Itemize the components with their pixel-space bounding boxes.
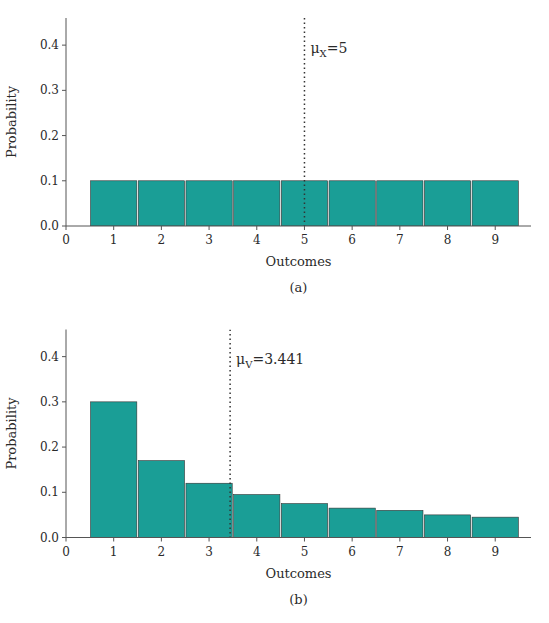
y-tick-label: 0.4 [40, 350, 59, 364]
x-tick-label: 1 [110, 233, 118, 247]
y-axis-label: Probability [4, 397, 19, 470]
x-tick-label: 2 [158, 233, 166, 247]
y-tick-label: 0.3 [40, 83, 59, 97]
y-axis-label: Probability [4, 85, 19, 158]
x-tick-label: 8 [444, 233, 452, 247]
figure: μX=5 0 1 2 3 4 5 6 7 8 9 0.0 0.1 0.2 0.3 0.4 Outcomes Pro… [0, 0, 549, 623]
y-tick-label: 0.0 [40, 531, 59, 545]
y-tick-label: 0.0 [40, 219, 59, 233]
y-tick [62, 356, 66, 357]
bar [186, 181, 232, 226]
chart-panel: μX=5 0 1 2 3 4 5 6 7 8 9 0.0 0.1 0.2 0.3 0.4 Outcomes Pro… [4, 18, 531, 295]
x-axis-label: Outcomes [265, 254, 331, 269]
x-tick-label: 5 [301, 233, 309, 247]
x-tick-label: 3 [205, 233, 213, 247]
y-tick [62, 90, 66, 91]
bar [234, 181, 280, 226]
subtitle: (a) [290, 280, 308, 295]
y-tick [62, 180, 66, 181]
y-axis-line [66, 330, 67, 538]
y-tick [62, 492, 66, 493]
annotation: μX=5 [310, 40, 347, 59]
y-tick-label: 0.1 [40, 485, 59, 499]
x-tick-label: 0 [62, 545, 70, 559]
y-tick-label: 0.4 [40, 38, 59, 52]
x-tick-label: 1 [110, 545, 118, 559]
x-tick-label: 4 [253, 233, 261, 247]
x-tick-label: 9 [491, 545, 499, 559]
bar [329, 508, 375, 537]
x-tick-label: 0 [62, 233, 70, 247]
x-tick [113, 226, 114, 230]
x-tick [161, 538, 162, 542]
y-tick [62, 45, 66, 46]
x-tick [399, 226, 400, 230]
x-tick [495, 538, 496, 542]
x-tick [304, 226, 305, 230]
plot-area [91, 330, 519, 538]
x-tick [209, 226, 210, 230]
x-tick [447, 226, 448, 230]
y-tick [62, 537, 66, 538]
x-tick [161, 226, 162, 230]
bar [377, 181, 423, 226]
bar [91, 181, 137, 226]
y-axis-line [66, 18, 67, 226]
x-tick-label: 8 [444, 545, 452, 559]
x-tick [209, 538, 210, 542]
annotation: μV=3.441 [236, 351, 304, 370]
x-tick-label: 5 [301, 545, 309, 559]
x-tick [352, 538, 353, 542]
x-tick-label: 7 [396, 233, 404, 247]
x-tick [352, 226, 353, 230]
x-tick-label: 2 [158, 545, 166, 559]
chart-panel: μV=3.441 0 1 2 3 4 5 6 7 8 9 0.0 0.1 0.2 0.3 0.4 Outcome… [4, 330, 531, 607]
x-axis-label: Outcomes [265, 566, 331, 581]
y-tick [62, 135, 66, 136]
bar [91, 402, 137, 538]
x-tick [304, 538, 305, 542]
x-tick [66, 538, 67, 542]
x-tick [113, 538, 114, 542]
x-tick [399, 538, 400, 542]
bar [138, 181, 184, 226]
subtitle: (b) [289, 592, 307, 607]
bar [281, 504, 327, 538]
bar [472, 517, 518, 537]
bar [377, 510, 423, 537]
y-tick [62, 447, 66, 448]
y-tick-label: 0.1 [40, 174, 59, 188]
y-tick-label: 0.2 [40, 440, 59, 454]
y-tick [62, 226, 66, 227]
x-tick-label: 4 [253, 545, 261, 559]
x-tick-label: 9 [491, 233, 499, 247]
bar [234, 495, 280, 538]
bar [329, 181, 375, 226]
x-tick [256, 226, 257, 230]
y-tick [62, 401, 66, 402]
bar [424, 515, 470, 538]
x-tick-label: 6 [348, 233, 356, 247]
x-tick [495, 226, 496, 230]
x-tick [66, 226, 67, 230]
bar [424, 181, 470, 226]
bar [186, 483, 232, 537]
x-tick-label: 3 [205, 545, 213, 559]
x-axis-line [66, 226, 531, 227]
plot-area [91, 18, 519, 226]
bar [138, 461, 184, 538]
x-tick-label: 7 [396, 545, 404, 559]
x-tick [447, 538, 448, 542]
y-tick-label: 0.3 [40, 395, 59, 409]
y-tick-label: 0.2 [40, 129, 59, 143]
bar [472, 181, 518, 226]
x-tick-label: 6 [348, 545, 356, 559]
mean-line [304, 18, 306, 226]
x-axis-line [66, 537, 531, 538]
mean-line [229, 330, 231, 538]
x-tick [256, 538, 257, 542]
